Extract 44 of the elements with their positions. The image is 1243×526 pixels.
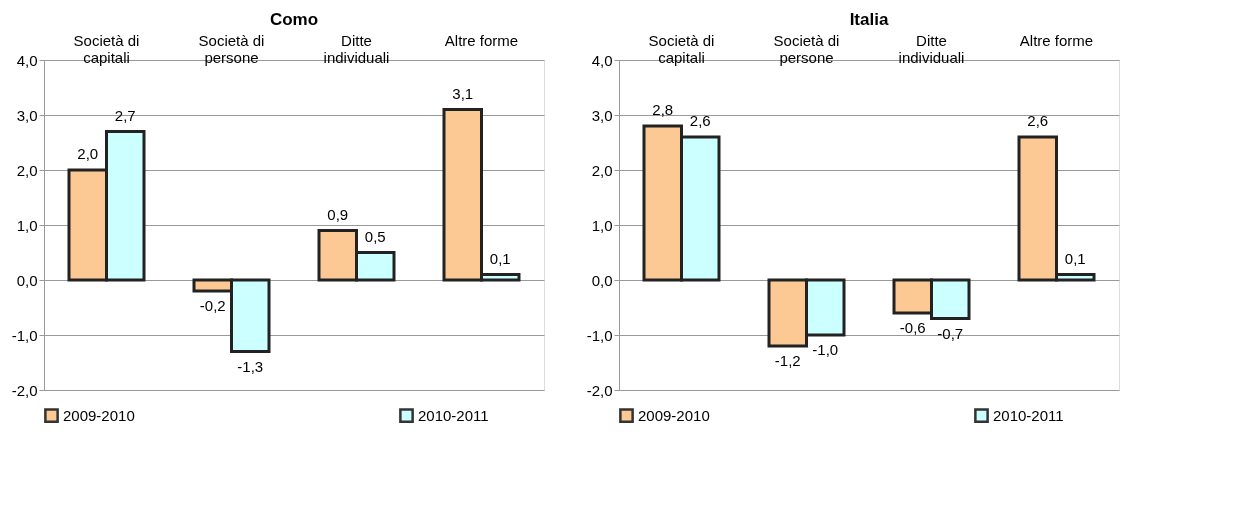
chart-title: Italia <box>849 10 889 29</box>
y-tick-label: 0,0 <box>16 271 38 289</box>
legend-label: 2009-2010 <box>638 406 710 424</box>
legend-label: 2009-2010 <box>63 406 135 424</box>
y-tick-label: 1,0 <box>591 216 613 234</box>
x-tick-label: Altre forme <box>1019 31 1094 49</box>
data-label: 2,8 <box>652 101 674 118</box>
y-tick-label: 3,0 <box>16 106 38 124</box>
data-label: 0,1 <box>489 249 511 267</box>
data-label: 0,9 <box>327 205 349 223</box>
y-tick-label: 4,0 <box>16 51 38 69</box>
data-label: -1,0 <box>812 341 839 358</box>
data-label: -0,6 <box>899 319 926 336</box>
y-tick-label: -1,0 <box>586 326 613 344</box>
y-tick-label: 1,0 <box>16 216 38 234</box>
data-label: 3,1 <box>452 84 474 102</box>
legend-label: 2010-2011 <box>993 406 1064 424</box>
y-tick-label: -2,0 <box>586 381 613 399</box>
y-tick-label: -1,0 <box>11 326 38 344</box>
y-tick-label: 0,0 <box>591 271 613 289</box>
data-label: -0,7 <box>937 324 964 342</box>
data-label: -1,2 <box>774 352 801 369</box>
data-label: 2,6 <box>1027 112 1049 129</box>
x-tick-label: Ditte individuali <box>898 31 965 66</box>
data-label: 2,0 <box>77 145 99 162</box>
y-tick-label: 2,0 <box>591 161 613 179</box>
chart-title: Como <box>269 10 319 29</box>
legend-label: 2010-2011 <box>418 406 489 424</box>
data-label: 2,6 <box>689 112 711 129</box>
data-label: -1,3 <box>237 357 264 375</box>
y-tick-label: 2,0 <box>16 161 38 179</box>
y-tick-label: 4,0 <box>591 51 613 69</box>
data-label: -0,2 <box>199 297 226 314</box>
x-tick-label: Società di capitali <box>73 31 140 66</box>
data-label: 2,7 <box>114 106 136 124</box>
y-tick-label: 3,0 <box>591 106 613 124</box>
y-tick-label: -2,0 <box>11 381 38 399</box>
x-tick-label: Società di persone <box>773 31 840 66</box>
x-tick-label: Società di persone <box>198 31 265 66</box>
x-tick-label: Ditte individuali <box>323 31 390 66</box>
x-tick-label: Società di capitali <box>648 31 715 66</box>
data-label: 0,5 <box>364 227 386 245</box>
x-tick-label: Altre forme <box>444 31 519 49</box>
data-label: 0,1 <box>1064 249 1086 267</box>
